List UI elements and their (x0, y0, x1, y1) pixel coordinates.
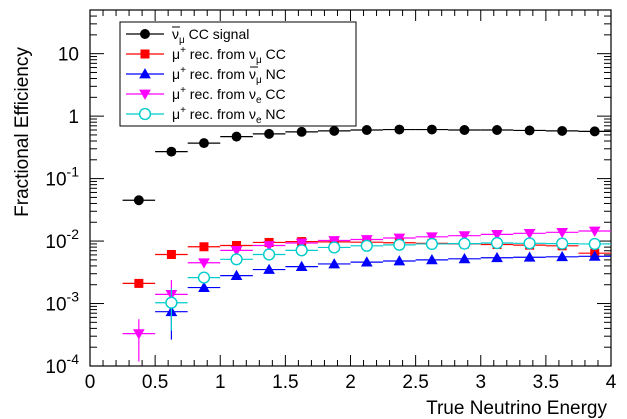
data-point (133, 195, 144, 206)
data-point (524, 125, 535, 136)
x-tick-label: 1 (215, 372, 226, 393)
x-tick-label: 3 (475, 372, 486, 393)
data-point (230, 253, 243, 266)
data-point (426, 232, 438, 243)
data-point (166, 249, 176, 259)
data-point (232, 240, 242, 250)
data-point (588, 226, 601, 237)
data-point (491, 251, 503, 263)
data-point (556, 237, 569, 250)
data-point (132, 329, 145, 340)
x-tick-label: 2.5 (402, 372, 428, 393)
data-point (459, 125, 470, 135)
x-axis-label: True Neutrino Energy (426, 398, 607, 419)
data-point (458, 231, 471, 242)
data-point (588, 250, 601, 261)
data-point (361, 125, 372, 135)
data-point (166, 146, 177, 157)
data-point (425, 237, 439, 251)
data-point (491, 229, 503, 241)
data-point (134, 278, 144, 288)
data-point (360, 239, 373, 252)
data-point (490, 236, 504, 250)
data-point (557, 125, 568, 136)
data-point (393, 255, 406, 266)
data-point (263, 241, 275, 252)
data-point (199, 242, 209, 252)
data-point (328, 236, 341, 247)
y-tick-label: 10 (58, 45, 79, 66)
y-tick-label: 10-1 (45, 164, 79, 191)
legend-entry: μ+ rec. from νe NC (126, 105, 286, 126)
y-tick-label: 1 (68, 107, 79, 128)
data-point (393, 238, 406, 251)
data-point (523, 237, 536, 250)
series-0 (122, 124, 611, 206)
y-axis-label: Fractional Efficiency (12, 47, 33, 217)
legend-marker (140, 49, 150, 59)
legend-label: μ+ rec. from νμ NC (172, 65, 286, 86)
series-3 (122, 226, 611, 362)
data-point (230, 245, 243, 257)
data-point (393, 233, 406, 244)
data-point (394, 124, 405, 135)
x-tick-label: 0.5 (142, 372, 168, 393)
series-2 (155, 250, 611, 340)
legend-entry: νμ CC signal (126, 26, 249, 46)
data-point (230, 269, 243, 280)
x-tick-label: 0 (85, 372, 96, 393)
series-layer (122, 124, 611, 362)
legend-label: νμ CC signal (172, 26, 249, 46)
legend-entry: μ+ rec. from νe CC (126, 85, 286, 106)
data-point (328, 241, 341, 254)
legend-label: μ+ rec. from νμ CC (172, 45, 286, 66)
legend-label: μ+ rec. from νe CC (172, 85, 286, 106)
data-point (231, 131, 242, 142)
data-point (360, 256, 373, 267)
data-point (295, 244, 308, 257)
data-point (556, 250, 569, 262)
data-point (556, 227, 569, 239)
data-point (263, 263, 275, 274)
data-point (165, 296, 178, 309)
data-point (295, 238, 308, 249)
data-point (589, 126, 600, 137)
legend-marker (140, 29, 150, 39)
data-point (426, 254, 438, 265)
legend-marker (138, 107, 152, 121)
data-point (458, 252, 471, 264)
data-point (199, 138, 209, 149)
legend-marker (139, 89, 151, 100)
x-tick-label: 3.5 (533, 372, 559, 393)
data-point (588, 237, 601, 251)
data-point (523, 228, 536, 240)
legend-marker (139, 68, 151, 79)
y-tick-label: 10-3 (45, 289, 79, 316)
data-point (523, 251, 536, 262)
data-point (198, 281, 210, 292)
data-point (458, 237, 471, 250)
x-tick-label: 2 (345, 372, 356, 393)
data-point (197, 271, 211, 284)
data-point (492, 125, 502, 135)
data-point (426, 124, 437, 135)
data-point (262, 248, 276, 261)
data-point (328, 258, 341, 269)
legend-entry: μ+ rec. from νμ CC (126, 45, 286, 66)
data-point (198, 258, 210, 269)
series-4 (155, 236, 611, 331)
legend-label: μ+ rec. from νe NC (172, 105, 286, 126)
data-point (296, 126, 307, 137)
legend-entry: μ+ rec. from νμ NC (126, 65, 286, 86)
axis-tick-labels: 0 0.5 1 1.5 2 2.5 3 3.5 4 10-4 10-3 10-2 10-1 1 10 (45, 45, 616, 393)
x-tick-label: 1.5 (272, 372, 298, 393)
data-point (264, 128, 275, 139)
x-tick-label: 4 (606, 372, 617, 393)
y-tick-label: 10-2 (45, 226, 79, 253)
data-point (329, 125, 340, 136)
y-tick-label: 10-4 (45, 351, 79, 378)
data-point (295, 260, 308, 271)
